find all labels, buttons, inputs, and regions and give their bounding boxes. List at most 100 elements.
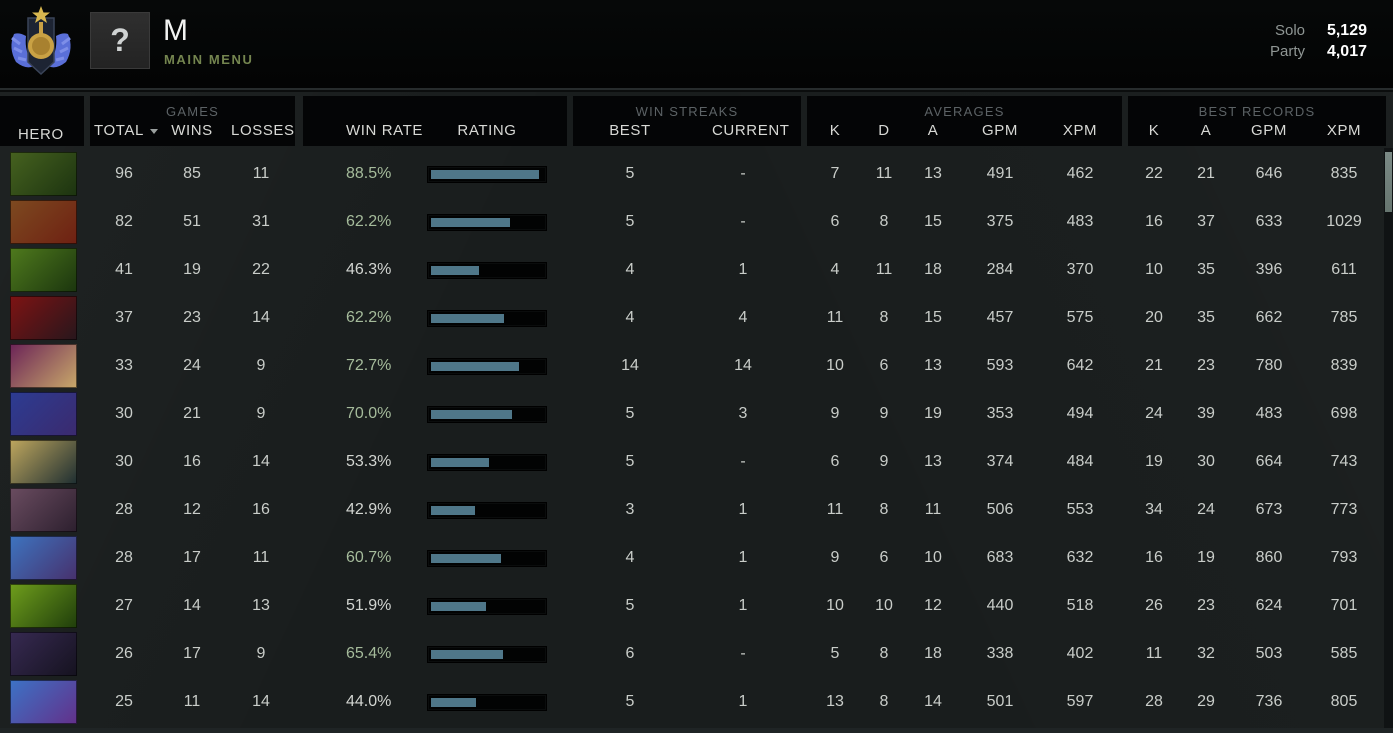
hero-portrait-queen-of-pain[interactable] <box>10 296 77 340</box>
hero-portrait-invoker[interactable] <box>10 344 77 388</box>
total-games-cell: 41 <box>115 261 133 278</box>
record-assists-cell: 35 <box>1197 261 1215 278</box>
current-streak-cell: 1 <box>738 549 748 566</box>
table-row[interactable]: 28 17 11 60.7% 4 1 9 6 10 683 632 16 19 … <box>0 534 1386 582</box>
avg-assists-cell: 10 <box>924 549 942 566</box>
avg-xpm-cell: 484 <box>1066 453 1094 470</box>
hero-portrait-earthshaker[interactable] <box>10 200 77 244</box>
hero-portrait-tinker[interactable] <box>10 488 77 532</box>
table-row[interactable]: 28 12 16 42.9% 3 1 11 8 11 506 553 34 24… <box>0 486 1386 534</box>
hero-portrait-oracle[interactable] <box>10 536 77 580</box>
avg-kills-cell: 11 <box>826 501 844 518</box>
table-row[interactable]: 82 51 31 62.2% 5 - 6 8 15 375 483 16 37 … <box>0 198 1386 246</box>
rating-bar-fill <box>431 218 510 227</box>
hero-portrait-puck[interactable] <box>10 680 77 724</box>
avg-deaths-cell: 6 <box>879 549 889 566</box>
table-row[interactable]: 30 21 9 70.0% 5 3 9 9 19 353 494 24 39 4… <box>0 390 1386 438</box>
record-xpm-cell: 585 <box>1330 645 1358 662</box>
hero-portrait-natures-prophet[interactable] <box>10 152 77 196</box>
best-streak-cell: 5 <box>625 693 635 710</box>
solo-mmr-value: 5,129 <box>1326 22 1367 39</box>
current-streak-cell: - <box>740 165 746 182</box>
hero-portrait-riki[interactable] <box>10 392 77 436</box>
avg-assists-cell: 14 <box>924 693 942 710</box>
table-row[interactable]: 27 14 13 51.9% 5 1 10 10 12 440 518 26 2… <box>0 582 1386 630</box>
best-streak-cell: 5 <box>625 453 635 470</box>
table-row[interactable]: 96 85 11 88.5% 5 - 7 11 13 491 462 22 21… <box>0 150 1386 198</box>
best-streak-cell: 5 <box>625 597 635 614</box>
column-header-current[interactable]: CURRENT <box>712 122 790 139</box>
avg-deaths-cell: 11 <box>875 261 893 278</box>
avatar[interactable]: ? <box>90 12 150 69</box>
wins-cell: 85 <box>183 165 201 182</box>
avg-assists-cell: 19 <box>924 405 942 422</box>
record-gpm-cell: 646 <box>1255 165 1283 182</box>
total-games-cell: 96 <box>115 165 133 182</box>
hero-portrait-rubick[interactable] <box>10 632 77 676</box>
current-streak-cell: 1 <box>738 693 748 710</box>
column-header-rec-k[interactable]: K <box>1148 122 1160 139</box>
table-row[interactable]: 41 19 22 46.3% 4 1 4 11 18 284 370 10 35… <box>0 246 1386 294</box>
column-header-avg-gpm[interactable]: GPM <box>982 122 1018 139</box>
column-header-avg-k[interactable]: K <box>829 122 841 139</box>
avg-gpm-cell: 375 <box>986 213 1014 230</box>
avg-kills-cell: 7 <box>830 165 840 182</box>
column-header-avg-d[interactable]: D <box>878 122 890 139</box>
column-header-avg-a[interactable]: A <box>927 122 939 139</box>
wins-cell: 17 <box>183 549 201 566</box>
hero-portrait-death-prophet[interactable] <box>10 584 77 628</box>
hero-portrait-juggernaut[interactable] <box>10 440 77 484</box>
avatar-question-glyph: ? <box>110 22 130 58</box>
table-row[interactable]: 25 11 14 44.0% 5 1 13 8 14 501 597 28 29… <box>0 678 1386 726</box>
table-row[interactable]: 30 16 14 53.3% 5 - 6 9 13 374 484 19 30 … <box>0 438 1386 486</box>
losses-cell: 13 <box>252 597 270 614</box>
total-games-cell: 27 <box>115 597 133 614</box>
table-row[interactable]: 26 17 9 65.4% 6 - 5 8 18 338 402 11 32 5… <box>0 630 1386 678</box>
vertical-scrollbar[interactable] <box>1384 148 1393 728</box>
column-header-total[interactable]: TOTAL <box>94 122 158 140</box>
hero-portrait-timbersaw[interactable] <box>10 248 77 292</box>
avg-kills-cell: 11 <box>826 309 844 326</box>
column-header-avg-xpm[interactable]: XPM <box>1062 122 1098 139</box>
current-streak-cell: - <box>740 213 746 230</box>
record-kills-cell: 11 <box>1145 645 1163 662</box>
vertical-scrollbar-thumb[interactable] <box>1385 152 1392 212</box>
losses-cell: 14 <box>252 309 270 326</box>
column-header-hero[interactable]: HERO <box>18 126 64 143</box>
record-gpm-cell: 780 <box>1255 357 1283 374</box>
win-rate-cell: 46.3% <box>346 261 392 278</box>
column-header-rec-gpm[interactable]: GPM <box>1251 122 1287 139</box>
header-panel-games: GAMES <box>90 96 295 146</box>
current-streak-cell: 14 <box>734 357 752 374</box>
total-games-cell: 33 <box>115 357 133 374</box>
record-assists-cell: 29 <box>1197 693 1215 710</box>
column-header-best[interactable]: BEST <box>609 122 651 139</box>
column-header-losses[interactable]: LOSSES <box>231 122 295 139</box>
avg-kills-cell: 9 <box>830 405 840 422</box>
total-games-cell: 82 <box>115 213 133 230</box>
total-games-cell: 26 <box>115 645 133 662</box>
total-games-cell: 28 <box>115 501 133 518</box>
losses-cell: 22 <box>252 261 270 278</box>
avg-assists-cell: 13 <box>924 165 942 182</box>
avg-gpm-cell: 506 <box>986 501 1014 518</box>
table-row[interactable]: 33 24 9 72.7% 14 14 10 6 13 593 642 21 2… <box>0 342 1386 390</box>
column-header-rec-xpm[interactable]: XPM <box>1326 122 1362 139</box>
column-header-win-rate[interactable]: WIN RATE <box>346 122 424 139</box>
group-label-win-streaks: WIN STREAKS <box>635 104 739 119</box>
current-streak-cell: - <box>740 453 746 470</box>
table-row[interactable]: 37 23 14 62.2% 4 4 11 8 15 457 575 20 35… <box>0 294 1386 342</box>
horizontal-scrollbar[interactable] <box>0 728 1393 733</box>
avg-assists-cell: 11 <box>924 501 942 518</box>
win-rate-cell: 53.3% <box>346 453 392 470</box>
column-header-rec-a[interactable]: A <box>1200 122 1212 139</box>
wins-cell: 21 <box>183 405 201 422</box>
record-assists-cell: 23 <box>1197 357 1215 374</box>
total-games-cell: 30 <box>115 453 133 470</box>
column-header-wins[interactable]: WINS <box>171 122 213 139</box>
rating-bar-fill <box>431 602 487 611</box>
column-header-rating[interactable]: RATING <box>457 122 517 139</box>
win-rate-cell: 65.4% <box>346 645 392 662</box>
avg-assists-cell: 13 <box>924 453 942 470</box>
best-streak-cell: 3 <box>625 501 635 518</box>
